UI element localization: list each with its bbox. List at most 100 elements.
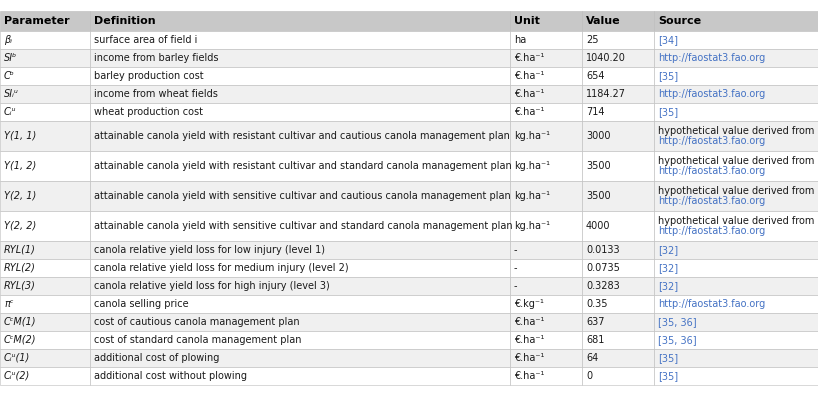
Text: [35, 36]: [35, 36] xyxy=(658,317,697,327)
Text: [35]: [35] xyxy=(658,71,678,81)
Text: Definition: Definition xyxy=(94,16,155,26)
Bar xyxy=(90,31,510,49)
Text: [34]: [34] xyxy=(658,35,678,45)
Text: -: - xyxy=(514,281,518,291)
Text: €.ha⁻¹: €.ha⁻¹ xyxy=(514,71,544,81)
Text: [32]: [32] xyxy=(658,281,678,291)
Bar xyxy=(582,103,654,121)
Text: Y(2, 2): Y(2, 2) xyxy=(4,221,36,231)
Bar xyxy=(510,295,582,313)
Bar xyxy=(0,331,90,349)
Bar xyxy=(510,349,582,367)
Text: http://faostat3.fao.org: http://faostat3.fao.org xyxy=(658,136,766,147)
Bar xyxy=(654,277,818,295)
Text: http://faostat3.fao.org: http://faostat3.fao.org xyxy=(658,53,766,63)
Bar xyxy=(582,259,654,277)
Bar xyxy=(90,49,510,67)
Bar xyxy=(654,331,818,349)
Text: RYL(1): RYL(1) xyxy=(4,245,36,255)
Text: 637: 637 xyxy=(586,317,605,327)
Text: Source: Source xyxy=(658,16,701,26)
Text: kg.ha⁻¹: kg.ha⁻¹ xyxy=(514,191,550,201)
Bar xyxy=(90,313,510,331)
Text: €.ha⁻¹: €.ha⁻¹ xyxy=(514,89,544,99)
Bar xyxy=(582,31,654,49)
Text: €.ha⁻¹: €.ha⁻¹ xyxy=(514,371,544,381)
Bar xyxy=(582,295,654,313)
Bar xyxy=(654,241,818,259)
Text: canola relative yield loss for medium injury (level 2): canola relative yield loss for medium in… xyxy=(94,263,348,273)
Text: additional cost without plowing: additional cost without plowing xyxy=(94,371,247,381)
Text: wheat production cost: wheat production cost xyxy=(94,107,203,117)
Bar xyxy=(0,367,90,385)
Text: -: - xyxy=(514,245,518,255)
Bar xyxy=(582,241,654,259)
Bar xyxy=(0,313,90,331)
Bar xyxy=(654,11,818,31)
Text: 1040.20: 1040.20 xyxy=(586,53,626,63)
Bar xyxy=(654,211,818,241)
Text: hypothetical value derived from: hypothetical value derived from xyxy=(658,126,815,135)
Bar xyxy=(654,349,818,367)
Text: surface area of field i: surface area of field i xyxy=(94,35,197,45)
Text: [35, 36]: [35, 36] xyxy=(658,335,697,345)
Bar xyxy=(654,49,818,67)
Text: Y(2, 1): Y(2, 1) xyxy=(4,191,36,201)
Bar xyxy=(510,259,582,277)
Text: attainable canola yield with resistant cultivar and cautious canola management p: attainable canola yield with resistant c… xyxy=(94,131,510,141)
Bar xyxy=(510,277,582,295)
Text: kg.ha⁻¹: kg.ha⁻¹ xyxy=(514,221,550,231)
Text: Cᵢᵘ(2): Cᵢᵘ(2) xyxy=(4,371,30,381)
Text: attainable canola yield with sensitive cultivar and cautious canola management p: attainable canola yield with sensitive c… xyxy=(94,191,510,201)
Text: Parameter: Parameter xyxy=(4,16,70,26)
Bar xyxy=(654,295,818,313)
Bar xyxy=(0,31,90,49)
Text: cost of cautious canola management plan: cost of cautious canola management plan xyxy=(94,317,299,327)
Bar xyxy=(0,349,90,367)
Text: attainable canola yield with sensitive cultivar and standard canola management p: attainable canola yield with sensitive c… xyxy=(94,221,513,231)
Text: Cᵢᵘ(1): Cᵢᵘ(1) xyxy=(4,353,30,363)
Bar xyxy=(90,67,510,85)
Text: canola relative yield loss for high injury (level 3): canola relative yield loss for high inju… xyxy=(94,281,330,291)
Bar xyxy=(654,151,818,181)
Text: kg.ha⁻¹: kg.ha⁻¹ xyxy=(514,131,550,141)
Bar xyxy=(654,67,818,85)
Bar xyxy=(654,121,818,151)
Text: income from barley fields: income from barley fields xyxy=(94,53,218,63)
Bar xyxy=(0,295,90,313)
Text: 3500: 3500 xyxy=(586,161,610,171)
Bar xyxy=(90,121,510,151)
Bar xyxy=(510,181,582,211)
Bar xyxy=(90,295,510,313)
Bar xyxy=(654,103,818,121)
Text: 0.3283: 0.3283 xyxy=(586,281,620,291)
Text: cost of standard canola management plan: cost of standard canola management plan xyxy=(94,335,302,345)
Text: RYL(2): RYL(2) xyxy=(4,263,36,273)
Bar xyxy=(90,349,510,367)
Bar xyxy=(510,11,582,31)
Text: 3000: 3000 xyxy=(586,131,610,141)
Bar xyxy=(90,277,510,295)
Bar xyxy=(582,11,654,31)
Text: -: - xyxy=(514,263,518,273)
Text: 0.0735: 0.0735 xyxy=(586,263,620,273)
Text: http://faostat3.fao.org: http://faostat3.fao.org xyxy=(658,89,766,99)
Text: http://faostat3.fao.org: http://faostat3.fao.org xyxy=(658,166,766,176)
Bar xyxy=(510,67,582,85)
Bar xyxy=(510,241,582,259)
Bar xyxy=(0,259,90,277)
Bar xyxy=(582,331,654,349)
Text: Cᵇ: Cᵇ xyxy=(4,71,15,81)
Text: €.ha⁻¹: €.ha⁻¹ xyxy=(514,353,544,363)
Text: 681: 681 xyxy=(586,335,605,345)
Bar xyxy=(654,259,818,277)
Bar xyxy=(510,331,582,349)
Text: hypothetical value derived from: hypothetical value derived from xyxy=(658,156,815,166)
Bar xyxy=(510,151,582,181)
Text: 64: 64 xyxy=(586,353,598,363)
Bar xyxy=(582,277,654,295)
Bar xyxy=(582,181,654,211)
Text: CᶜM(2): CᶜM(2) xyxy=(4,335,37,345)
Bar xyxy=(0,181,90,211)
Text: Y(1, 2): Y(1, 2) xyxy=(4,161,36,171)
